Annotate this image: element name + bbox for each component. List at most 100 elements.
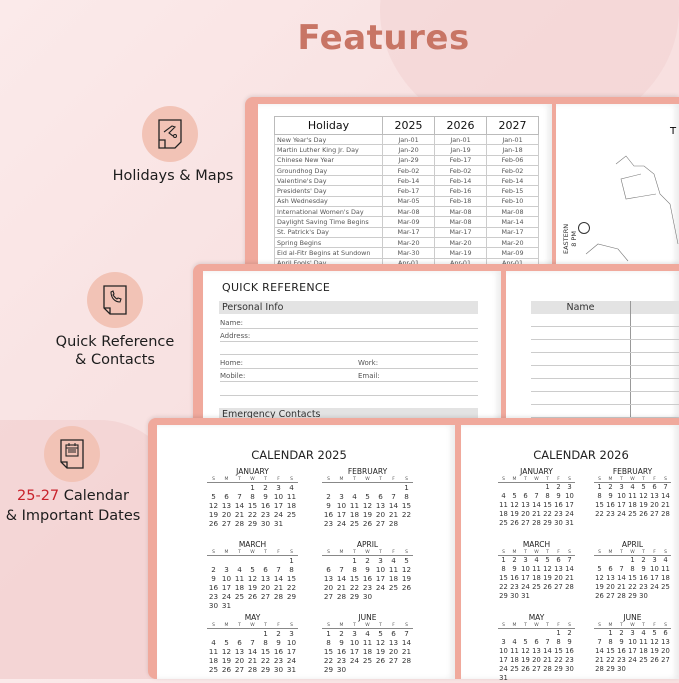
day-cell[interactable]: 6	[224, 492, 229, 501]
day-cell[interactable]: 23	[323, 519, 334, 528]
day-cell[interactable]: 28	[247, 665, 258, 674]
day-cell[interactable]: 6	[556, 556, 561, 564]
day-cell[interactable]: 29	[606, 665, 615, 673]
name-field[interactable]: Name:	[220, 316, 478, 329]
day-cell[interactable]: 28	[336, 592, 347, 601]
day-cell[interactable]: 11	[661, 565, 670, 573]
extra-line[interactable]	[220, 383, 478, 396]
day-cell[interactable]: 14	[565, 565, 574, 573]
day-cell[interactable]: 23	[554, 510, 563, 518]
day-cell[interactable]: 7	[545, 638, 550, 646]
day-cell[interactable]: 11	[628, 492, 637, 500]
day-cell[interactable]: 2	[512, 556, 517, 564]
day-cell[interactable]: 16	[565, 647, 574, 655]
day-cell[interactable]: 17	[521, 574, 530, 582]
day-cell[interactable]: 24	[375, 583, 386, 592]
day-cell[interactable]: 5	[523, 638, 528, 646]
day-cell[interactable]: 15	[401, 501, 412, 510]
day-cell[interactable]: 2	[276, 629, 281, 638]
day-cell[interactable]: 8	[597, 492, 602, 500]
day-cell[interactable]: 10	[336, 501, 347, 510]
contact-row[interactable]	[531, 340, 679, 353]
day-cell[interactable]: 19	[510, 510, 519, 518]
day-cell[interactable]: 18	[234, 583, 245, 592]
day-cell[interactable]: 12	[221, 647, 232, 656]
day-cell[interactable]: 17	[617, 501, 626, 509]
day-cell[interactable]: 2	[619, 629, 624, 637]
day-cell[interactable]: 4	[534, 556, 539, 564]
day-cell[interactable]: 30	[639, 592, 648, 600]
day-cell[interactable]: 26	[510, 519, 519, 527]
day-cell[interactable]: 28	[543, 665, 552, 673]
day-cell[interactable]: 31	[273, 519, 284, 528]
day-cell[interactable]: 26	[543, 583, 552, 591]
day-cell[interactable]: 8	[404, 492, 409, 501]
day-cell[interactable]: 4	[289, 483, 294, 492]
day-cell[interactable]: 17	[650, 574, 659, 582]
day-cell[interactable]: 20	[661, 647, 670, 655]
day-cell[interactable]: 8	[326, 638, 331, 647]
day-cell[interactable]: 25	[349, 519, 360, 528]
contact-row[interactable]	[531, 405, 679, 418]
day-cell[interactable]: 20	[323, 583, 334, 592]
contact-row[interactable]	[531, 379, 679, 392]
day-cell[interactable]: 10	[286, 638, 297, 647]
day-cell[interactable]: 22	[401, 510, 412, 519]
day-cell[interactable]: 14	[234, 501, 245, 510]
day-cell[interactable]: 23	[362, 583, 373, 592]
day-cell[interactable]: 26	[221, 665, 232, 674]
day-cell[interactable]: 29	[323, 665, 334, 674]
day-cell[interactable]: 27	[554, 583, 563, 591]
day-cell[interactable]: 29	[247, 519, 258, 528]
day-cell[interactable]: 5	[545, 556, 550, 564]
day-cell[interactable]: 22	[606, 656, 615, 664]
day-cell[interactable]: 14	[247, 647, 258, 656]
day-cell[interactable]: 21	[401, 647, 412, 656]
day-cell[interactable]: 1	[597, 483, 602, 491]
day-cell[interactable]: 3	[652, 556, 657, 564]
day-cell[interactable]: 28	[595, 665, 604, 673]
day-cell[interactable]: 9	[339, 638, 344, 647]
day-cell[interactable]: 27	[606, 592, 615, 600]
day-cell[interactable]: 6	[237, 638, 242, 647]
day-cell[interactable]: 2	[326, 492, 331, 501]
day-cell[interactable]: 8	[545, 492, 550, 500]
day-cell[interactable]: 28	[617, 592, 626, 600]
day-cell[interactable]: 18	[510, 656, 519, 664]
day-cell[interactable]: 25	[388, 583, 399, 592]
day-cell[interactable]: 17	[286, 647, 297, 656]
day-cell[interactable]: 29	[554, 665, 563, 673]
day-cell[interactable]: 1	[404, 483, 409, 492]
mobile-field[interactable]: Mobile:	[220, 369, 358, 382]
day-cell[interactable]: 10	[617, 492, 626, 500]
day-cell[interactable]: 11	[639, 638, 648, 646]
day-cell[interactable]: 19	[650, 647, 659, 655]
day-cell[interactable]: 13	[521, 501, 530, 509]
day-cell[interactable]: 7	[391, 492, 396, 501]
day-cell[interactable]: 25	[661, 583, 670, 591]
day-cell[interactable]: 13	[606, 574, 615, 582]
day-cell[interactable]: 6	[534, 638, 539, 646]
day-cell[interactable]: 14	[388, 501, 399, 510]
day-cell[interactable]: 25	[532, 583, 541, 591]
day-cell[interactable]: 9	[619, 638, 624, 646]
day-cell[interactable]: 20	[554, 574, 563, 582]
day-cell[interactable]: 21	[595, 656, 604, 664]
day-cell[interactable]: 18	[349, 510, 360, 519]
day-cell[interactable]: 2	[211, 565, 216, 574]
day-cell[interactable]: 7	[339, 565, 344, 574]
day-cell[interactable]: 12	[650, 638, 659, 646]
day-cell[interactable]: 22	[286, 583, 297, 592]
day-cell[interactable]: 16	[273, 647, 284, 656]
day-cell[interactable]: 8	[501, 565, 506, 573]
day-cell[interactable]: 21	[532, 510, 541, 518]
day-cell[interactable]: 10	[375, 565, 386, 574]
day-cell[interactable]: 11	[532, 565, 541, 573]
day-cell[interactable]: 28	[234, 519, 245, 528]
day-cell[interactable]: 16	[639, 574, 648, 582]
day-cell[interactable]: 12	[401, 565, 412, 574]
day-cell[interactable]: 22	[260, 656, 271, 665]
day-cell[interactable]: 21	[661, 501, 670, 509]
day-cell[interactable]: 13	[234, 647, 245, 656]
day-cell[interactable]: 20	[606, 583, 615, 591]
